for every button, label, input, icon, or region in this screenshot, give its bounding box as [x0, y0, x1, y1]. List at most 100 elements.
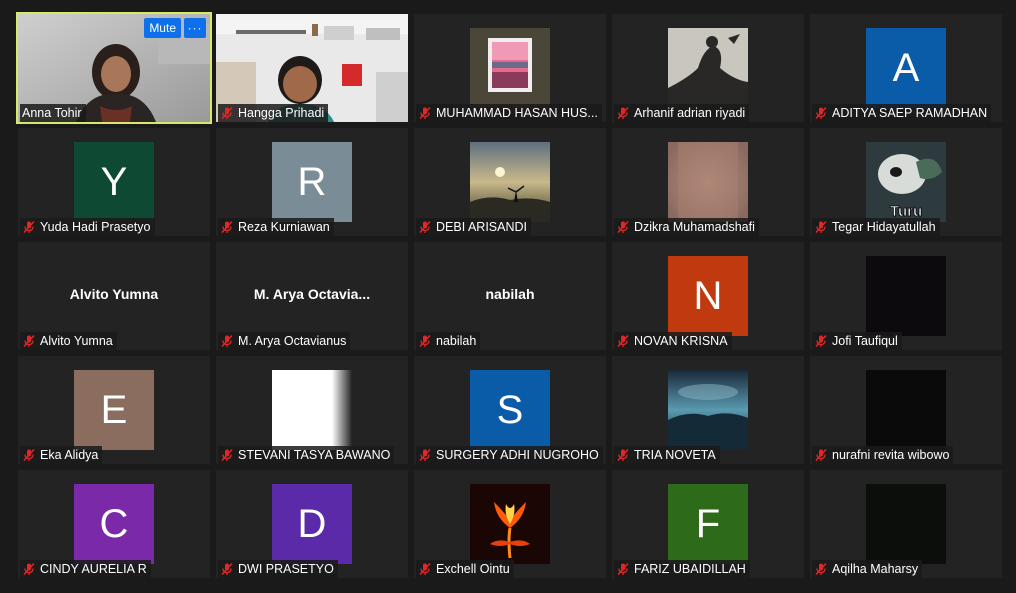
participant-tile[interactable]: Exchell Ointu — [414, 470, 606, 578]
participant-tile[interactable]: STEVANI TASYA BAWANO — [216, 356, 408, 464]
avatar-initial: D — [272, 484, 352, 564]
participant-name: Yuda Hadi Prasetyo — [40, 220, 151, 234]
profile-photo — [866, 484, 946, 564]
avatar-initial: N — [668, 256, 748, 336]
muted-mic-icon — [617, 106, 629, 120]
muted-mic-icon — [221, 106, 233, 120]
muted-mic-icon — [617, 220, 629, 234]
avatar-initial: E — [74, 370, 154, 450]
participant-name-label: nurafni revita wibowo — [812, 446, 954, 464]
participant-name-label: TRIA NOVETA — [614, 446, 720, 464]
participant-name-label: Alvito Yumna — [20, 332, 117, 350]
muted-mic-icon — [419, 448, 431, 462]
participant-name-label: M. Arya Octavianus — [218, 332, 351, 350]
muted-mic-icon — [617, 448, 629, 462]
muted-mic-icon — [221, 562, 233, 576]
participant-name: Exchell Ointu — [436, 562, 510, 576]
avatar-initial: S — [470, 370, 550, 450]
participant-name: FARIZ UBAIDILLAH — [634, 562, 746, 576]
profile-photo — [470, 484, 550, 564]
participant-display-name: M. Arya Octavia... — [253, 286, 371, 302]
participant-tile[interactable]: nabilah nabilah — [414, 242, 606, 350]
avatar-initial: R — [272, 142, 352, 222]
participant-name: Anna Tohir — [22, 106, 82, 120]
muted-mic-icon — [419, 334, 431, 348]
muted-mic-icon — [815, 106, 827, 120]
participant-name: TRIA NOVETA — [634, 448, 716, 462]
profile-photo — [470, 28, 550, 108]
muted-mic-icon — [221, 220, 233, 234]
participant-name: MUHAMMAD HASAN HUS... — [436, 106, 598, 120]
muted-mic-icon — [815, 334, 827, 348]
participant-name: nabilah — [436, 334, 477, 348]
participant-name-label: MUHAMMAD HASAN HUS... — [416, 104, 602, 122]
participant-tile[interactable]: TRIA NOVETA — [612, 356, 804, 464]
participant-name-label: Dzikra Muhamadshafi — [614, 218, 759, 236]
participant-name-label: SURGERY ADHI NUGROHO — [416, 446, 603, 464]
participant-name-label: ADITYA SAEP RAMADHAN — [812, 104, 992, 122]
participant-tile[interactable]: M. Arya Octavia... M. Arya Octavianus — [216, 242, 408, 350]
muted-mic-icon — [23, 448, 35, 462]
participant-tile-active-speaker[interactable]: Mute ··· Anna Tohir — [16, 12, 212, 124]
participant-grid: Mute ··· Anna Tohir — [16, 12, 1008, 584]
participant-tile[interactable]: S SURGERY ADHI NUGROHO — [414, 356, 606, 464]
participant-name: Hangga Prihadi — [238, 106, 325, 120]
participant-tile[interactable]: R Reza Kurniawan — [216, 128, 408, 236]
participant-tile[interactable]: N NOVAN KRISNA — [612, 242, 804, 350]
participant-name-label: Exchell Ointu — [416, 560, 514, 578]
participant-name-label: Arhanif adrian riyadi — [614, 104, 750, 122]
participant-tile[interactable]: Aqilha Maharsy — [810, 470, 1002, 578]
participant-name-label: Eka Alidya — [20, 446, 103, 464]
participant-name: Jofi Taufiqul — [832, 334, 898, 348]
participant-name-label: FARIZ UBAIDILLAH — [614, 560, 750, 578]
muted-mic-icon — [23, 220, 35, 234]
participant-tile[interactable]: Turu Tegar Hidayatullah — [810, 128, 1002, 236]
muted-mic-icon — [419, 562, 431, 576]
participant-name-label: Hangga Prihadi — [218, 104, 329, 122]
participant-name-label: Reza Kurniawan — [218, 218, 334, 236]
participant-name-label: Aqilha Maharsy — [812, 560, 923, 578]
participant-name: NOVAN KRISNA — [634, 334, 728, 348]
muted-mic-icon — [23, 562, 35, 576]
profile-photo — [866, 370, 946, 450]
muted-mic-icon — [221, 448, 233, 462]
profile-photo — [866, 256, 946, 336]
participant-display-name: Alvito Yumna — [69, 286, 159, 302]
profile-photo — [668, 28, 748, 108]
muted-mic-icon — [815, 562, 827, 576]
participant-tile[interactable]: D DWI PRASETYO — [216, 470, 408, 578]
participant-tile[interactable]: Dzikra Muhamadshafi — [612, 128, 804, 236]
muted-mic-icon — [419, 220, 431, 234]
profile-photo — [668, 142, 748, 222]
participant-name: DEBI ARISANDI — [436, 220, 527, 234]
participant-tile[interactable]: nurafni revita wibowo — [810, 356, 1002, 464]
participant-tile[interactable]: E Eka Alidya — [18, 356, 210, 464]
participant-tile[interactable]: Jofi Taufiqul — [810, 242, 1002, 350]
mute-participant-button[interactable]: Mute — [144, 18, 181, 38]
participant-name: Reza Kurniawan — [238, 220, 330, 234]
participant-tile[interactable]: Hangga Prihadi — [216, 14, 408, 122]
muted-mic-icon — [815, 220, 827, 234]
participant-name-label: Anna Tohir — [20, 104, 86, 122]
more-options-button[interactable]: ··· — [184, 18, 206, 38]
participant-tile[interactable]: MUHAMMAD HASAN HUS... — [414, 14, 606, 122]
participant-tile[interactable]: Alvito Yumna Alvito Yumna — [18, 242, 210, 350]
participant-tile[interactable]: Arhanif adrian riyadi — [612, 14, 804, 122]
participant-tile[interactable]: F FARIZ UBAIDILLAH — [612, 470, 804, 578]
participant-name-label: Yuda Hadi Prasetyo — [20, 218, 155, 236]
profile-photo — [470, 142, 550, 222]
participant-name: Dzikra Muhamadshafi — [634, 220, 755, 234]
profile-photo — [272, 370, 352, 450]
participant-tile[interactable]: A ADITYA SAEP RAMADHAN — [810, 14, 1002, 122]
participant-tile[interactable]: C CINDY AURELIA R — [18, 470, 210, 578]
participant-tile[interactable]: DEBI ARISANDI — [414, 128, 606, 236]
participant-name: Arhanif adrian riyadi — [634, 106, 746, 120]
muted-mic-icon — [617, 334, 629, 348]
participant-name: M. Arya Octavianus — [238, 334, 347, 348]
participant-tile[interactable]: Y Yuda Hadi Prasetyo — [18, 128, 210, 236]
muted-mic-icon — [815, 448, 827, 462]
muted-mic-icon — [617, 562, 629, 576]
participant-display-name: nabilah — [485, 286, 535, 302]
participant-name: DWI PRASETYO — [238, 562, 334, 576]
participant-name: Aqilha Maharsy — [832, 562, 919, 576]
